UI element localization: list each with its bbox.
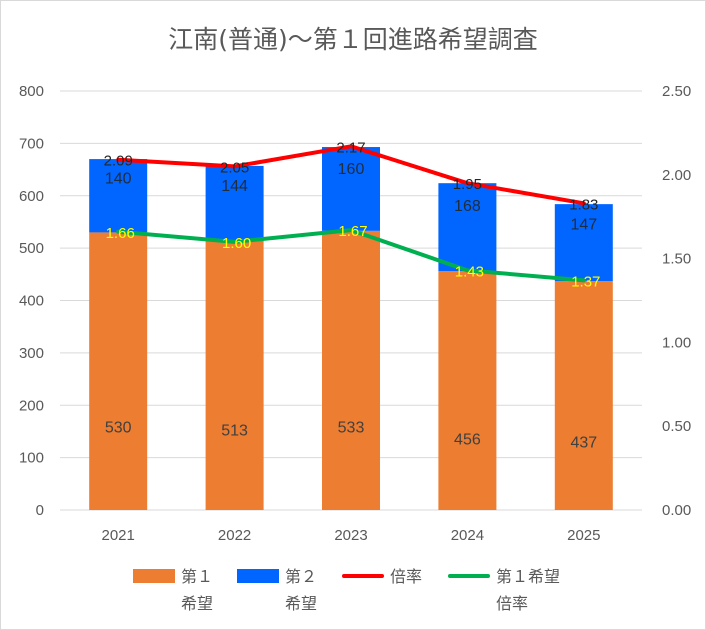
data-label-second-choice: 144 [221,178,248,195]
legend-item-first-choice: 第１ 希望 [133,563,213,617]
data-label-second-choice: 168 [454,198,481,215]
y-left-tick-label: 500 [19,240,44,257]
x-tick-label: 2024 [451,527,484,544]
bar-second-choice [322,147,380,231]
bar-first-choice [554,281,613,510]
y-left-tick-label: 300 [19,345,44,362]
x-tick-label: 2022 [218,527,251,544]
y-right-tick-label: 0.50 [662,418,691,435]
y-right-tick-label: 2.00 [662,167,691,184]
legend-swatch-first-ratio [448,574,490,578]
line-ratio [116,144,586,206]
data-label-first-choice-ratio: 1.60 [222,235,251,252]
y-left-tick-label: 600 [19,188,44,205]
y-left-tick-label: 200 [19,397,44,414]
x-tick-label: 2021 [102,527,135,544]
legend: 第１ 希望 第２ 希望 倍率 第１希望 倍率 [0,563,706,623]
legend-label-first-choice: 第１ 希望 [181,567,214,613]
line-first-choice-ratio [116,228,586,283]
data-label-first-choice-ratio: 1.66 [106,225,135,242]
data-label-second-choice: 147 [570,216,597,233]
data-label-first-choice: 533 [338,419,365,436]
bar-first-choice [89,232,148,510]
data-label-ratio: 2.17 [336,139,365,156]
bar-second-choice [554,204,613,282]
y-left-tick-label: 100 [19,450,44,467]
y-right-tick-label: 2.50 [662,83,691,100]
legend-label-ratio: 倍率 [390,567,423,586]
y-right-tick-label: 0.00 [662,502,691,519]
legend-label-first-ratio: 第１希望 倍率 [496,567,561,613]
legend-swatch-second-choice [237,569,279,583]
data-label-first-choice-ratio: 1.67 [338,223,367,240]
data-label-ratio: 1.83 [569,196,598,213]
legend-swatch-ratio [342,574,384,578]
legend-item-first-ratio: 第１希望 倍率 [448,563,560,617]
legend-label-second-choice: 第２ 希望 [285,567,318,613]
legend-swatch-first-choice [133,569,175,583]
bar-first-choice [438,271,497,510]
data-label-first-choice-ratio: 1.37 [571,273,600,290]
bar-first-choice [322,230,380,510]
data-label-second-choice: 140 [105,170,132,187]
data-label-ratio: 2.09 [104,153,133,170]
bar-second-choice [205,165,264,242]
y-right-tick-label: 1.50 [662,251,691,268]
data-label-second-choice: 160 [338,161,365,178]
bar-first-choice [205,241,264,510]
bar-second-choice [89,159,148,233]
y-left-tick-label: 800 [19,83,44,100]
bar-second-choice [438,183,497,272]
combo-chart: 0 100 200 300 400 500 600 700 800 0.00 0.50 1.00 1.5… [19,83,691,544]
chart-title: 江南(普通)～第１回進路希望調査 [168,25,538,54]
legend-item-second-choice: 第２ 希望 [237,563,317,617]
y-left-tick-label: 400 [19,293,44,310]
x-tick-label: 2025 [567,527,600,544]
y-right-tick-label: 1.00 [662,334,691,351]
data-label-first-choice: 530 [105,420,132,437]
legend-item-ratio: 倍率 [342,563,422,590]
data-label-first-choice-ratio: 1.43 [455,263,484,280]
data-label-ratio: 1.95 [453,176,482,193]
y-left-tick-label: 0 [36,502,44,519]
data-label-first-choice: 437 [570,434,597,451]
x-tick-label: 2023 [334,527,367,544]
data-label-ratio: 2.05 [220,159,249,176]
y-left-tick-label: 700 [19,135,44,152]
data-label-first-choice: 456 [454,431,481,448]
data-label-first-choice: 513 [221,422,248,439]
